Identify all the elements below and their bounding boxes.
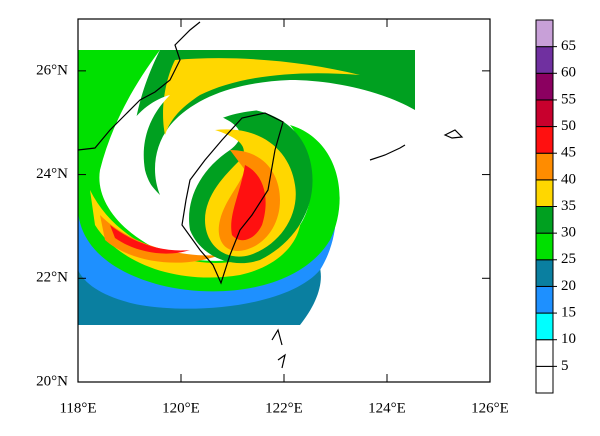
x-tick-label: 120°E [162, 400, 200, 416]
coastlines [77, 21, 464, 369]
x-tick-label: 124°E [368, 400, 406, 416]
colorbar-box [535, 339, 554, 367]
y-tick-label: 24°N [36, 166, 68, 182]
colorbar-label: 60 [561, 65, 576, 81]
colorbar-box [535, 72, 554, 101]
colorbar-label: 35 [561, 198, 576, 214]
x-tick-label: 118°E [59, 400, 96, 416]
colorbar-label: 10 [561, 331, 576, 347]
colorbar-box [535, 126, 554, 154]
colorbar-label: 20 [561, 278, 576, 294]
colorbar-label: 55 [561, 91, 576, 107]
colorbar-label: 15 [561, 305, 576, 321]
colorbar-box [535, 179, 554, 208]
y-tick-label: 20°N [36, 373, 68, 389]
colorbar-box [535, 206, 554, 234]
colorbar-label: 45 [561, 145, 576, 161]
x-tick-label: 126°E [471, 400, 509, 416]
colorbar-box [535, 99, 554, 128]
colorbar-label: 65 [561, 38, 576, 54]
y-tick-label: 22°N [36, 270, 68, 286]
colorbar-label: 25 [561, 251, 576, 267]
colorbar-box [535, 46, 554, 74]
x-tick-label: 122°E [265, 400, 303, 416]
reflectivity-field [78, 50, 415, 325]
colorbar-label: 5 [561, 358, 569, 374]
colorbar-label: 30 [561, 225, 576, 241]
colorbar-box [535, 152, 554, 181]
colorbar-box [535, 19, 554, 48]
y-tick-label: 26°N [36, 62, 68, 78]
colorbar-box [535, 232, 554, 261]
colorbar-box [535, 312, 554, 341]
colorbar-label: 50 [561, 118, 576, 134]
colorbar-box [535, 259, 554, 287]
colorbar-box [535, 365, 554, 394]
colorbar-box [535, 285, 554, 314]
colorbar-label: 40 [561, 171, 576, 187]
